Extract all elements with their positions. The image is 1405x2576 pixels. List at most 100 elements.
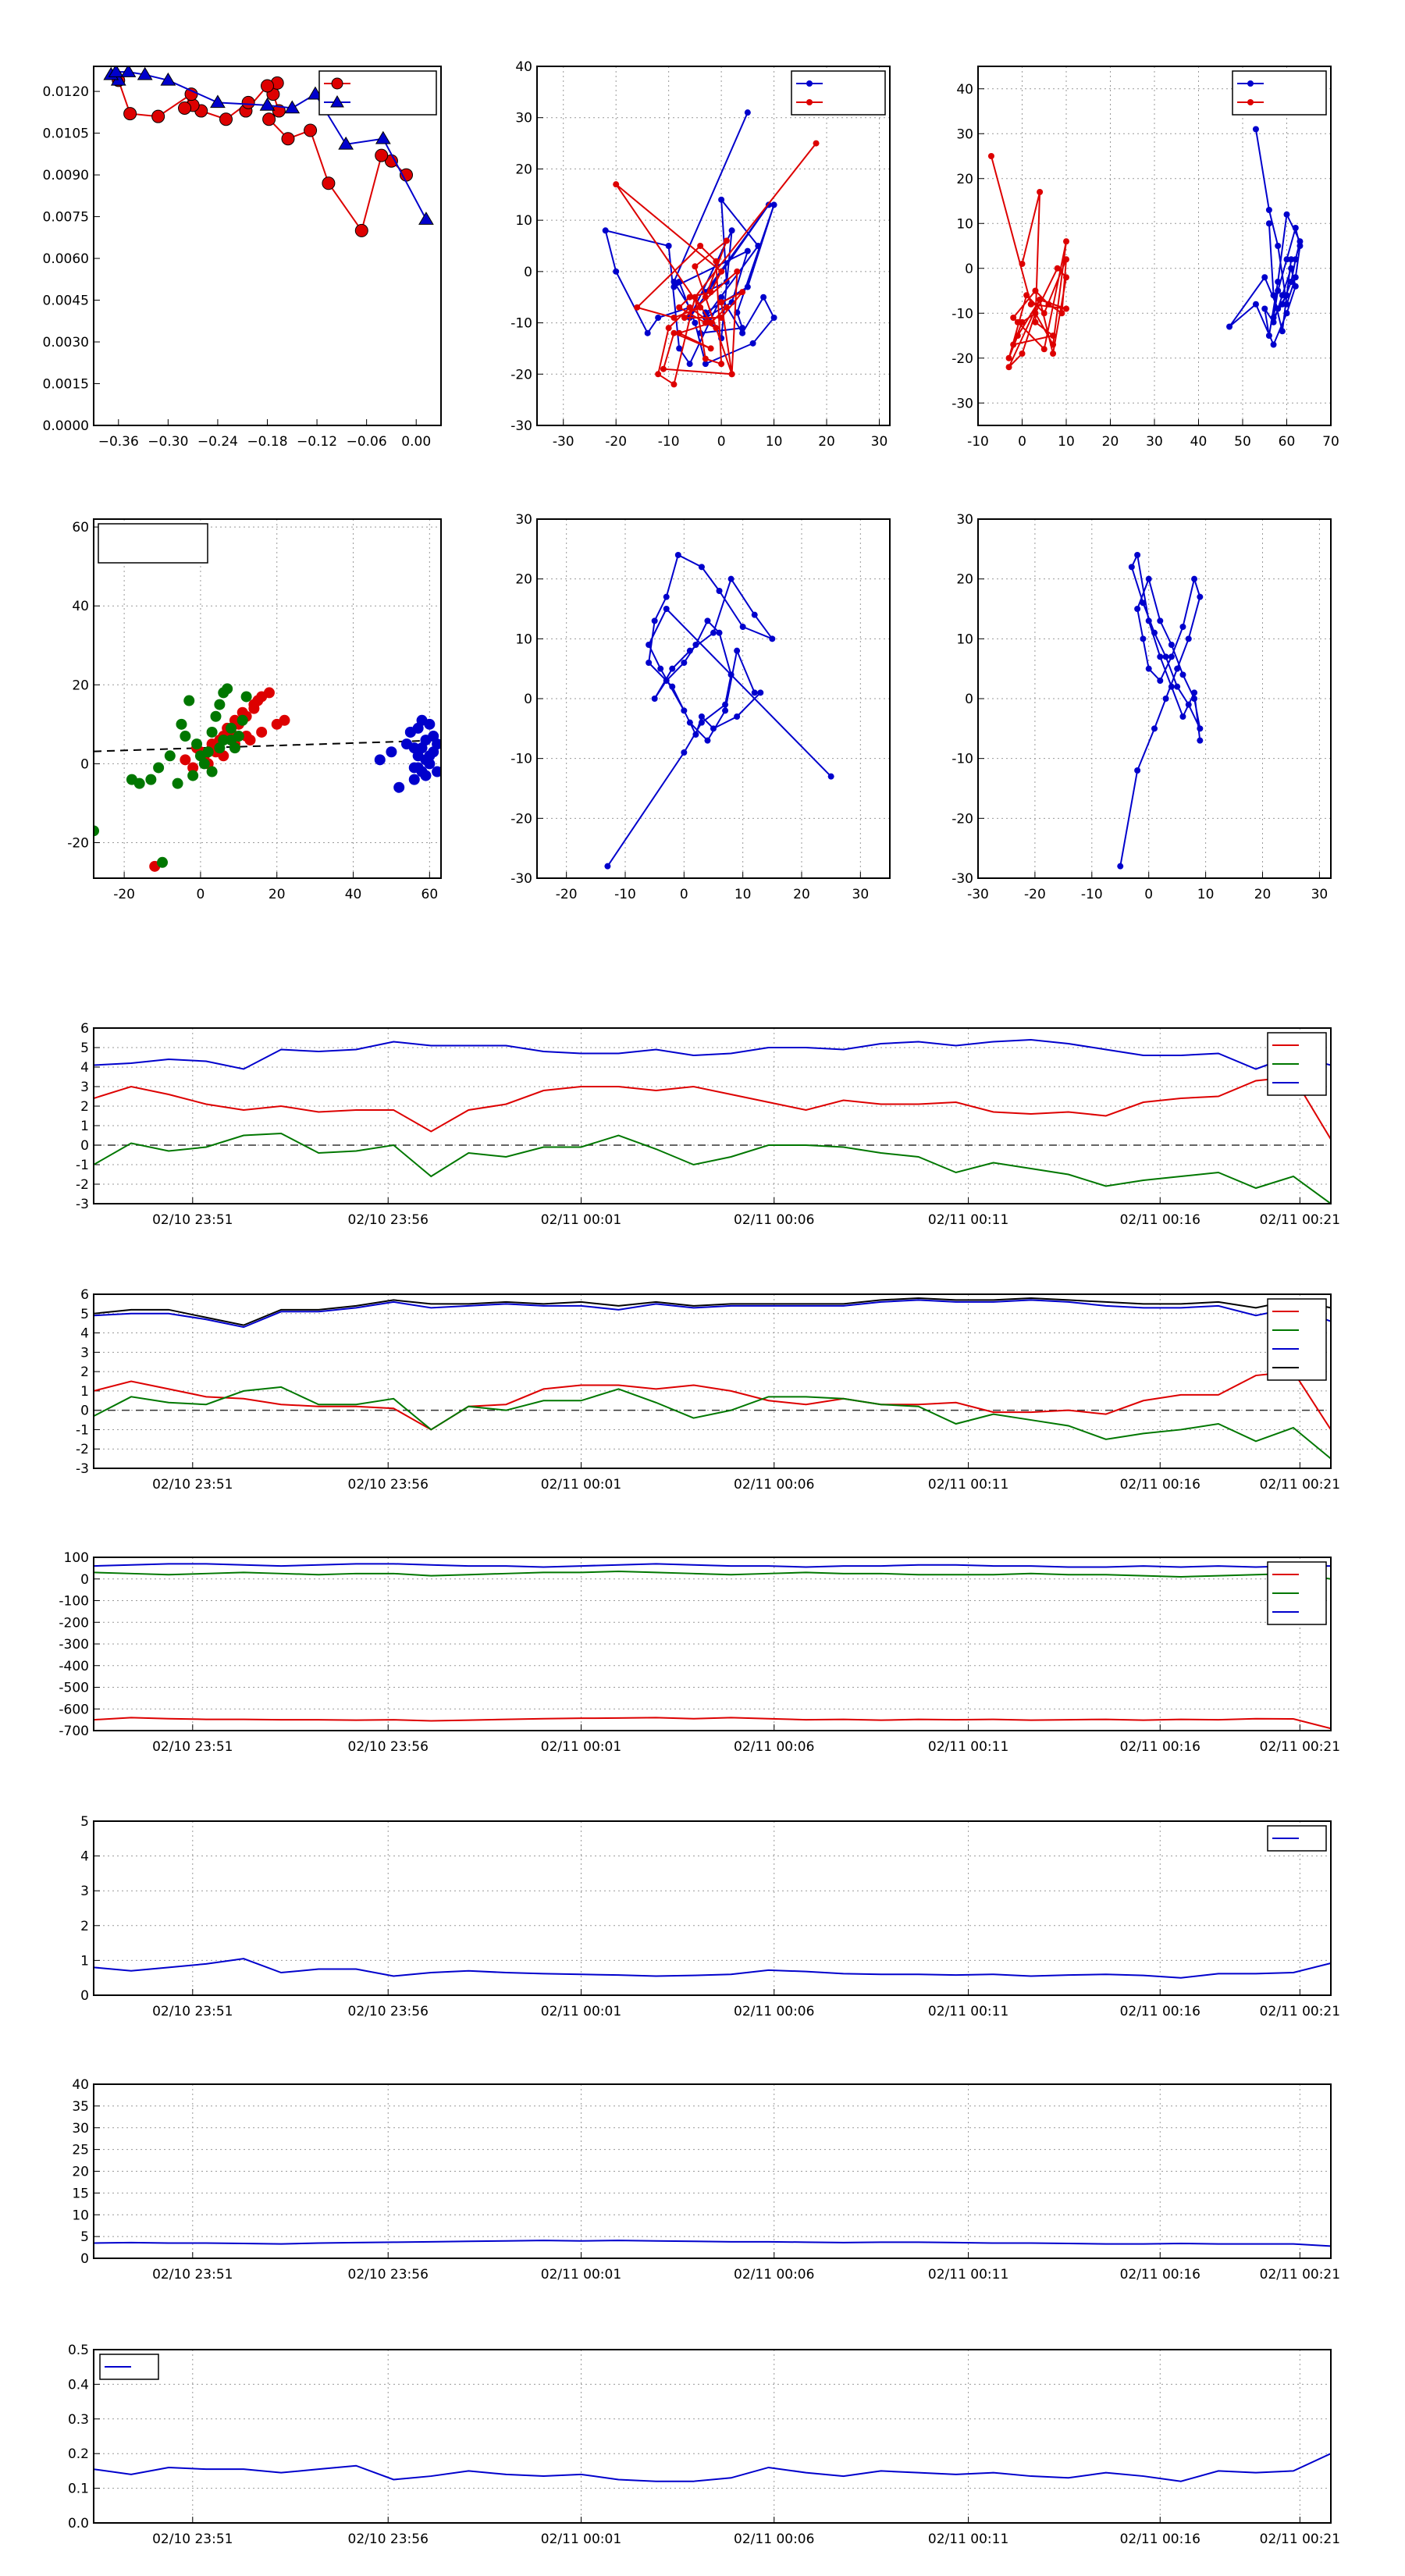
data-point xyxy=(210,710,222,722)
data-point xyxy=(722,707,729,714)
data-point xyxy=(374,754,386,766)
data-point xyxy=(206,766,218,777)
plot-frame xyxy=(93,1293,1332,1469)
tick-label-y: 5 xyxy=(80,1307,89,1322)
data-point xyxy=(692,642,699,648)
tick-label-y: 30 xyxy=(515,111,532,126)
tick-label-x: 0 xyxy=(197,887,205,902)
data-point xyxy=(1292,274,1299,281)
series-line xyxy=(94,1958,1331,1979)
data-point xyxy=(674,552,681,558)
data-point xyxy=(1197,737,1204,744)
tick-label-y: 0.1 xyxy=(68,2482,89,2497)
chart-h2: -30 -20 -10 0 10 20 30 40 -10 0 10 20 30 40 50 60 70 xyxy=(951,66,1339,450)
data-point xyxy=(670,279,678,285)
data-point xyxy=(670,315,678,321)
data-point xyxy=(751,611,758,618)
data-point xyxy=(769,635,776,642)
tick-label-x: 20 xyxy=(1254,887,1272,902)
legend xyxy=(791,70,886,116)
data-point xyxy=(1010,341,1017,348)
tick-label-y: -10 xyxy=(951,752,973,767)
data-point xyxy=(408,742,420,754)
tick-label-x: 02/11 00:01 xyxy=(541,1212,621,1228)
plot-frame xyxy=(93,518,442,879)
data-point xyxy=(393,781,405,793)
data-point xyxy=(178,101,192,115)
tick-label-x: 02/11 00:11 xyxy=(928,1212,1008,1228)
legend-marker xyxy=(806,99,813,105)
chart-vsw: -700 -600 -500 -400 -300 -200 -100 0 100 02/10 23… xyxy=(59,1550,1340,1755)
data-point xyxy=(1265,207,1272,213)
data-point xyxy=(1019,318,1026,326)
data-point xyxy=(261,79,274,93)
data-point xyxy=(172,777,183,789)
data-point xyxy=(646,642,653,648)
tick-label-y: 0 xyxy=(524,692,532,707)
data-point xyxy=(655,315,662,321)
data-point xyxy=(1117,863,1124,870)
tick-label-x: 02/11 00:16 xyxy=(1120,2004,1200,2019)
tick-label-y: 4 xyxy=(80,1060,89,1076)
data-point xyxy=(183,695,195,706)
data-point xyxy=(256,726,268,738)
data-point xyxy=(1265,220,1272,227)
tick-label-x: 02/11 00:01 xyxy=(541,1739,621,1755)
data-point xyxy=(1279,301,1286,308)
data-point xyxy=(663,593,670,600)
series-b- xyxy=(1226,126,1304,348)
data-point xyxy=(710,629,717,636)
tick-label-y: -1 xyxy=(76,1422,89,1438)
legend-box xyxy=(1267,1298,1327,1381)
data-point xyxy=(1174,683,1181,690)
tick-label-y: 0 xyxy=(965,262,973,277)
data-point xyxy=(1179,624,1186,630)
tick-label-x: 02/11 00:16 xyxy=(1120,1212,1200,1228)
tick-label-y: 0.0060 xyxy=(43,251,89,267)
data-point xyxy=(1019,261,1026,267)
tick-label-x: 02/10 23:56 xyxy=(348,1739,429,1755)
tick-label-x: 02/11 00:06 xyxy=(734,2004,814,2019)
series-1 xyxy=(94,683,252,868)
data-point xyxy=(692,263,699,270)
tick-label-x: 02/11 00:16 xyxy=(1120,1477,1200,1493)
legend xyxy=(99,2354,159,2380)
plot-area xyxy=(94,2453,1331,2482)
series-tp xyxy=(94,2453,1331,2482)
data-point xyxy=(1283,211,1290,218)
tick-label-y: -700 xyxy=(59,1724,89,1739)
data-point xyxy=(432,766,441,777)
data-point xyxy=(133,777,145,789)
tick-label-x: 02/10 23:56 xyxy=(348,2004,429,2019)
data-point xyxy=(670,283,678,290)
plot-area xyxy=(94,2240,1331,2247)
data-point xyxy=(1283,256,1290,263)
chart-h1: -30 -20 -10 0 10 20 30 40 -30 -20 -10 0 10 20 30 xyxy=(510,59,891,450)
data-point xyxy=(386,746,397,758)
tick-label-y: 35 xyxy=(72,2099,89,2115)
legend-marker xyxy=(1247,99,1254,105)
tick-label-y: 0 xyxy=(965,692,973,707)
tick-label-x: 02/11 00:21 xyxy=(1260,1212,1340,1228)
tick-label-x: 0 xyxy=(680,887,688,902)
tick-label-y: 0 xyxy=(80,1572,89,1588)
series--b- xyxy=(94,1297,1331,1326)
series-line xyxy=(94,1563,1331,1568)
data-point xyxy=(240,691,252,703)
data-point xyxy=(1261,274,1268,281)
data-point xyxy=(1252,301,1259,308)
data-point xyxy=(713,258,720,265)
tick-label-x: 02/11 00:01 xyxy=(541,2004,621,2019)
data-point xyxy=(1297,243,1304,249)
data-point xyxy=(634,304,641,311)
data-point xyxy=(704,617,711,624)
tick-label-x: 02/10 23:56 xyxy=(348,1477,429,1493)
data-point xyxy=(692,294,699,301)
plot-area xyxy=(94,683,441,872)
series-line xyxy=(94,1297,1331,1326)
tick-label-y: 0.0075 xyxy=(43,210,89,226)
data-point xyxy=(651,696,658,702)
legend xyxy=(1267,1561,1327,1625)
plot-area xyxy=(1117,552,1204,870)
tick-label-y: 0.0090 xyxy=(43,168,89,183)
